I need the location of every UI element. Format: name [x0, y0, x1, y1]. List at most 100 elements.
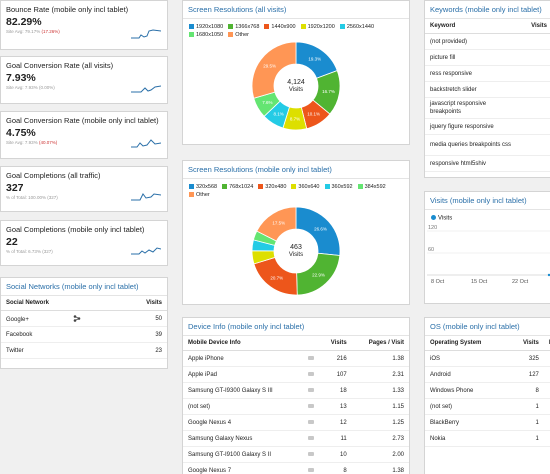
- table-row[interactable]: (not set) 1: [425, 398, 550, 415]
- table-row[interactable]: ress responsive2: [425, 65, 550, 82]
- legend-item[interactable]: 2560x1440: [339, 23, 374, 31]
- device-details-icon[interactable]: [307, 467, 314, 472]
- table-row[interactable]: Apple iPhone 216 1.38: [183, 350, 409, 367]
- metric-card-goal-conversion-mobile[interactable]: Goal Conversion Rate (mobile only incl t…: [0, 111, 168, 159]
- table-row[interactable]: Samsung GT-I9100 Galaxy S II 10 2.00: [183, 446, 409, 463]
- table-row[interactable]: jquery figure responsive1: [425, 118, 550, 135]
- legend-item[interactable]: 1680x1050: [189, 31, 223, 39]
- table-row[interactable]: media queries breakpoints css1: [425, 134, 550, 156]
- column-header-device[interactable]: Mobile Device Info: [183, 336, 303, 351]
- keyword-visits: 2: [523, 49, 550, 66]
- device-details-icon[interactable]: [307, 419, 314, 424]
- card-title[interactable]: OS (mobile only incl tablet): [425, 318, 550, 336]
- metric-subtext: Site Avg: 7.93% (0.00%): [6, 85, 55, 90]
- os-visits: 1: [508, 398, 544, 415]
- table-row[interactable]: Android 127: [425, 366, 550, 383]
- donut-center-value: 4,124: [287, 79, 305, 86]
- legend-item[interactable]: 1920x1200: [300, 23, 335, 31]
- legend-item[interactable]: 768x1024: [222, 183, 253, 191]
- table-row[interactable]: (not set) 13 1.15: [183, 398, 409, 415]
- table-row[interactable]: Google Nexus 7 8 1.38: [183, 462, 409, 474]
- legend-item[interactable]: 1366x768: [228, 23, 259, 31]
- device-visits: 8: [318, 462, 352, 474]
- table-row[interactable]: Nokia 1: [425, 430, 550, 447]
- legend-swatch: [339, 23, 345, 29]
- legend-item[interactable]: 384x592: [357, 183, 386, 191]
- table-row[interactable]: Google Nexus 4 12 1.25: [183, 414, 409, 431]
- donut-center: 463 Visits: [251, 206, 341, 296]
- device-icon-cell: [302, 446, 319, 463]
- device-icon-cell: [302, 398, 319, 415]
- legend-swatch: [258, 183, 264, 189]
- device-details-icon[interactable]: [307, 355, 314, 360]
- pie-slice[interactable]: [256, 206, 297, 242]
- device-details-icon[interactable]: [307, 435, 314, 440]
- table-row[interactable]: BlackBerry 1: [425, 414, 550, 431]
- legend-label: Other: [196, 192, 210, 198]
- card-title[interactable]: Screen Resolutions (mobile only incl tab…: [183, 161, 409, 179]
- legend-item[interactable]: Other: [189, 191, 210, 199]
- table-row[interactable]: responsive html5shiv1: [425, 155, 550, 172]
- column-header-visits[interactable]: Visits: [128, 296, 167, 311]
- table-row[interactable]: Twitter 23: [1, 342, 167, 359]
- card-title[interactable]: Keywords (mobile only incl tablet): [425, 1, 550, 19]
- device-pages-per-visit: 1.25: [351, 414, 409, 431]
- column-header-social-network[interactable]: Social Network: [1, 296, 129, 311]
- table-row[interactable]: picture fill2: [425, 49, 550, 66]
- keywords-card: Keywords (mobile only incl tablet) Keywo…: [424, 0, 550, 178]
- device-details-icon[interactable]: [307, 387, 314, 392]
- column-header-visits[interactable]: Visits: [523, 19, 550, 34]
- table-row[interactable]: iOS 325: [425, 350, 550, 367]
- card-title[interactable]: Screen Resolutions (all visits): [183, 1, 409, 19]
- legend-item[interactable]: Other: [228, 31, 249, 39]
- table-row[interactable]: (not provided)35: [425, 33, 550, 50]
- table-row[interactable]: javascript responsive breakpoints1: [425, 97, 550, 119]
- series-point[interactable]: [547, 273, 550, 277]
- device-details-icon[interactable]: [307, 403, 314, 408]
- legend-item[interactable]: 320x480: [258, 183, 286, 191]
- metric-card-bounce-rate[interactable]: Bounce Rate (mobile only incl tablet) 82…: [0, 0, 168, 50]
- column-header-pages-per-visit[interactable]: Pages / Visit: [351, 336, 409, 351]
- table-row[interactable]: backstretch slider1: [425, 81, 550, 98]
- os-extra: [543, 430, 550, 447]
- column-header-operating-system[interactable]: Operating System: [425, 336, 509, 351]
- table-row[interactable]: Windows Phone 8: [425, 382, 550, 399]
- table-row[interactable]: Google+ 50: [1, 310, 167, 327]
- metric-subtext: % of Total: 6.73% (327): [6, 249, 53, 254]
- metric-card-goal-completions-all[interactable]: Goal Completions (all traffic) 327 % of …: [0, 166, 168, 212]
- column-header-visits[interactable]: Visits: [318, 336, 352, 351]
- y-axis-tick: 120: [428, 225, 437, 231]
- slice-data-label: 19.3%: [308, 56, 321, 61]
- legend-item[interactable]: 1440x900: [264, 23, 296, 31]
- device-details-icon[interactable]: [307, 451, 314, 456]
- table-row[interactable]: Samsung Galaxy Nexus 11 2.73: [183, 430, 409, 447]
- legend-item[interactable]: 320x568: [189, 183, 217, 191]
- column-header-extra[interactable]: P: [543, 336, 550, 351]
- column-header-visits[interactable]: Visits: [508, 336, 544, 351]
- card-title[interactable]: Social Networks (mobile only incl tablet…: [1, 278, 167, 296]
- metric-card-goal-completions-mobile[interactable]: Goal Completions (mobile only incl table…: [0, 220, 168, 266]
- os-name: (not set): [425, 398, 509, 415]
- table-row[interactable]: Samsung GT-I9300 Galaxy S III 18 1.33: [183, 382, 409, 399]
- column-header-keyword[interactable]: Keyword: [425, 19, 524, 34]
- device-icon-cell: [302, 462, 319, 474]
- os-visits: 127: [508, 366, 544, 383]
- donut-center-label: Visits: [288, 252, 304, 258]
- table-row[interactable]: Facebook 39: [1, 326, 167, 343]
- table-row[interactable]: Apple iPad 107 2.31: [183, 366, 409, 383]
- metric-card-goal-conversion-all[interactable]: Goal Conversion Rate (all visits) 7.93% …: [0, 56, 168, 104]
- share-icon[interactable]: [73, 314, 81, 322]
- keyword-visits: 35: [523, 33, 550, 50]
- device-icon-cell: [302, 414, 319, 431]
- social-name: Twitter: [1, 342, 129, 359]
- keyword-visits: 2: [523, 65, 550, 82]
- legend-item[interactable]: 360x640: [291, 183, 320, 191]
- card-title[interactable]: Device Info (mobile only incl tablet): [183, 318, 409, 336]
- legend-item[interactable]: 1920x1080: [189, 23, 223, 31]
- card-title[interactable]: Visits (mobile only incl tablet): [425, 192, 550, 210]
- device-details-icon[interactable]: [307, 371, 314, 376]
- legend-item[interactable]: 360x592: [324, 183, 353, 191]
- slice-data-label: 7.6%: [262, 100, 272, 105]
- pie-slice[interactable]: [251, 41, 297, 99]
- slice-data-label: 26.6%: [314, 226, 327, 231]
